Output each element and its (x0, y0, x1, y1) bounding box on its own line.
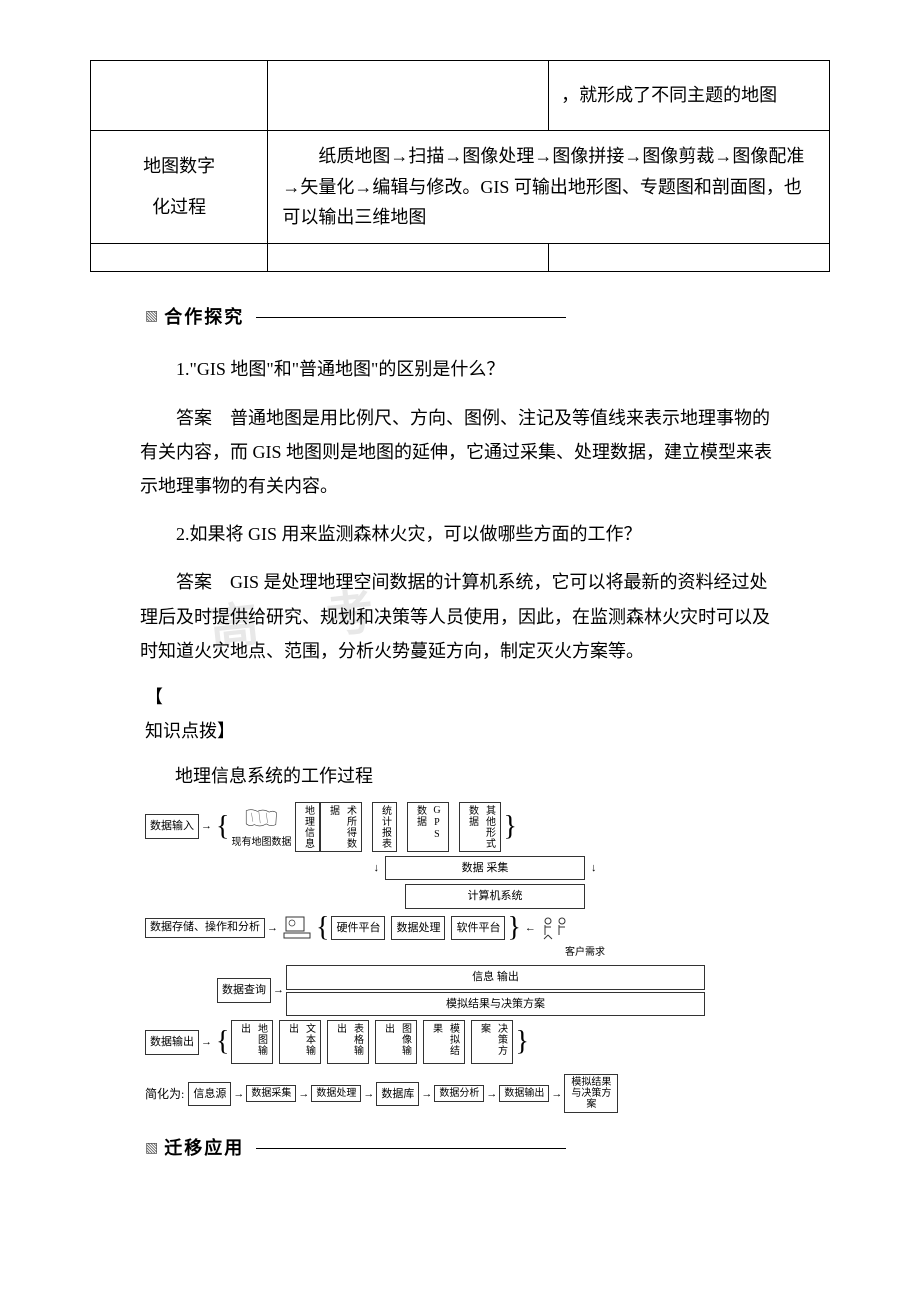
section-title: 合作探究 (164, 302, 244, 333)
diagram-row-collect: ↓ 数据 采集 ↓ (265, 856, 705, 881)
arrow-icon: → (419, 1085, 434, 1104)
dg-collect: 数据 采集 (385, 856, 585, 881)
dg-s4: 数据库 (376, 1082, 419, 1107)
dg-s2: 数据采集 (246, 1085, 296, 1102)
table-cell-map-digitize: 地图数字 化过程 (91, 131, 268, 244)
dg-sw: 软件平台 (451, 916, 505, 941)
diagram-row-simplify: 简化为: 信息源 → 数据采集 → 数据处理 → 数据库 → 数据分析 → 数据… (145, 1074, 705, 1113)
dg-o2: 文本输出 (279, 1020, 321, 1064)
answer-2: 高 考 答案 GIS 是处理地理空间数据的计算机系统，它可以将最新的资料经过处理… (90, 565, 830, 668)
dg-s6: 数据输出 (499, 1085, 549, 1102)
dg-sim: 模拟结果与决策方案 (286, 992, 705, 1017)
computer-icon (280, 913, 314, 943)
dg-vbox4: GPS数据 (407, 802, 449, 852)
diagram-client-label: 客户需求 (565, 943, 705, 961)
table-cell-process: 纸质地图→扫描→图像处理→图像拼接→图像剪裁→图像配准→矢量化→编辑与修改。GI… (268, 131, 830, 244)
section-transfer-header: ▧ 迁移应用 (90, 1133, 830, 1164)
dg-output-label: 数据输出 (145, 1030, 199, 1055)
dg-o3: 表格输出 (327, 1020, 369, 1064)
diagram-row-system: 计算机系统 (285, 884, 705, 909)
dg-s3: 数据处理 (311, 1085, 361, 1102)
table-cell (268, 61, 549, 131)
dg-system: 计算机系统 (405, 884, 585, 909)
arrow-icon: → (549, 1085, 564, 1104)
content-table: ，就形成了不同主题的地图 地图数字 化过程 纸质地图→扫描→图像处理→图像拼接→… (90, 60, 830, 272)
dg-o4: 图像输出 (375, 1020, 417, 1064)
dg-simplify: 简化为: (145, 1084, 184, 1104)
dg-s7: 模拟结果与决策方案 (564, 1074, 618, 1113)
arrow-icon: → (296, 1085, 311, 1104)
table-cell (268, 243, 549, 271)
arrow-icon: → (199, 1033, 214, 1052)
table-cell: ，就形成了不同主题的地图 (549, 61, 830, 131)
dg-dp: 数据处理 (391, 916, 445, 941)
answer-2-text: 答案 GIS 是处理地理空间数据的计算机系统，它可以将最新的资料经过处理后及时提… (140, 565, 780, 668)
cell-line1: 地图数字 (105, 151, 253, 182)
dg-s5: 数据分析 (434, 1085, 484, 1102)
section-marker-icon: ▧ (145, 1137, 158, 1161)
arrow-icon: → (265, 919, 280, 938)
arrow-icon: → (484, 1085, 499, 1104)
diagram-row-output: 数据输出 → { 地图输出 文本输出 表格输出 图像输出 模拟结果 决策方案 } (145, 1020, 705, 1064)
section-cooperate-header: ▧ 合作探究 (90, 302, 830, 333)
question-2: 2.如果将 GIS 用来监测森林火灾，可以做哪些方面的工作？ (90, 517, 830, 551)
person-icon (538, 913, 572, 943)
bracket-icon: } (501, 820, 518, 834)
dg-o1: 地图输出 (231, 1020, 273, 1064)
table-cell (91, 243, 268, 271)
arrow-icon: → (199, 817, 214, 836)
dg-client: 客户需求 (565, 944, 605, 961)
dg-o6: 决策方案 (471, 1020, 513, 1064)
dg-o5: 模拟结果 (423, 1020, 465, 1064)
answer-1: 答案 普通地图是用比例尺、方向、图例、注记及等值线来表示地理事物的有关内容，而 … (90, 401, 830, 504)
gis-workflow-diagram: 数据输入 → { 现有地图数据 地理信息 术所得数据 统计报表 GPS数据 其他… (145, 802, 705, 1114)
section-marker-icon: ▧ (145, 305, 158, 329)
table-cell (91, 61, 268, 131)
section-underline (256, 317, 566, 318)
arrow-icon: ← (523, 919, 538, 938)
bracket-open: 【 (90, 682, 830, 713)
question-1: 1."GIS 地图"和"普通地图"的区别是什么？ (90, 352, 830, 386)
table-cell (549, 243, 830, 271)
dg-info-out: 信息 输出 (286, 965, 705, 990)
arrow-icon: → (271, 981, 286, 1000)
dg-store-label: 数据存储、操作和分析 (145, 918, 265, 937)
dg-vbox1: 地理信息 (295, 802, 320, 852)
dg-query: 数据查询 (217, 978, 271, 1003)
knowledge-label: 知识点拨】 (90, 716, 830, 747)
dg-vbox5: 其他形式数据 (459, 802, 501, 852)
bracket-icon: } (513, 1035, 530, 1049)
arrow-icon: → (231, 1085, 246, 1104)
knowledge-heading: 地理信息系统的工作过程 (90, 761, 830, 792)
bracket-icon: { (214, 820, 231, 834)
bracket-icon: { (214, 1035, 231, 1049)
bracket-icon: } (505, 921, 522, 935)
section-underline (256, 1148, 566, 1149)
bracket-icon: { (314, 921, 331, 935)
dg-vbox2: 术所得数据 (320, 802, 362, 852)
answer-1-text: 答案 普通地图是用比例尺、方向、图例、注记及等值线来表示地理事物的有关内容，而 … (140, 401, 780, 504)
map-icon (244, 803, 278, 833)
section-title-2: 迁移应用 (164, 1133, 244, 1164)
dg-hw: 硬件平台 (331, 916, 385, 941)
cell-line2: 化过程 (105, 192, 253, 223)
map-caption: 现有地图数据 (231, 834, 291, 851)
diagram-row-input: 数据输入 → { 现有地图数据 地理信息 术所得数据 统计报表 GPS数据 其他… (145, 802, 705, 852)
diagram-row-store: 数据存储、操作和分析 → { 硬件平台 数据处理 软件平台 } ← (145, 913, 705, 943)
diagram-row-query: 数据查询 → 信息 输出 模拟结果与决策方案 (145, 965, 705, 1016)
dg-vbox3: 统计报表 (372, 802, 397, 852)
arrow-icon: → (361, 1085, 376, 1104)
dg-input-label: 数据输入 (145, 814, 199, 839)
dg-s1: 信息源 (188, 1082, 231, 1107)
